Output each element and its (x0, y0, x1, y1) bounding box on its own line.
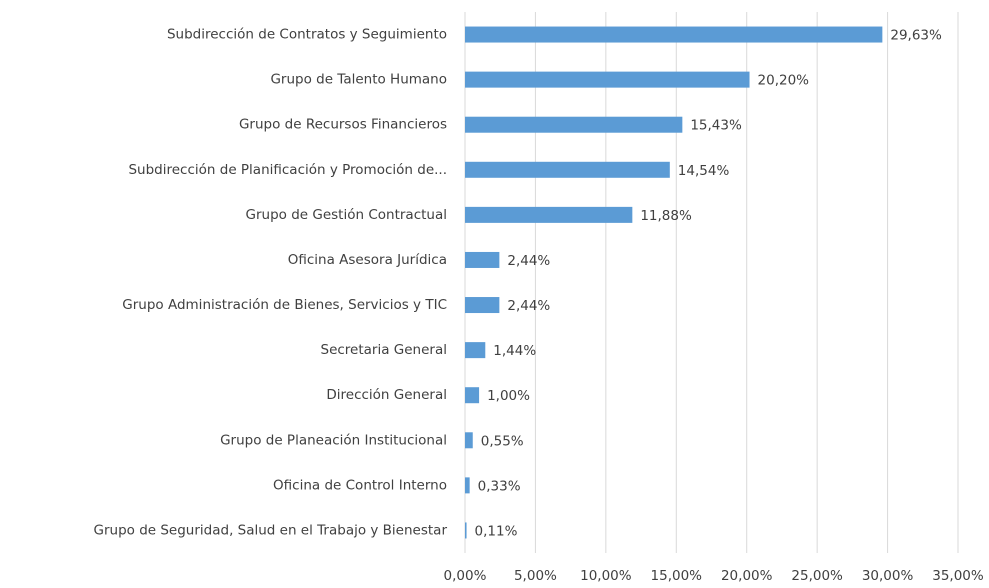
bar (465, 251, 500, 268)
y-tick-label: Grupo de Talento Humano (270, 72, 447, 88)
y-tick-label: Grupo de Gestión Contractual (246, 207, 447, 223)
x-tick-label: 0,00% (444, 568, 487, 584)
bar (465, 116, 683, 133)
x-tick-label: 10,00% (580, 568, 632, 584)
bar (465, 71, 750, 88)
y-tick-label: Dirección General (326, 387, 447, 403)
y-tick-label: Grupo de Seguridad, Salud en el Trabajo … (94, 522, 448, 538)
y-tick-label: Oficina Asesora Jurídica (288, 252, 447, 268)
data-label: 1,00% (487, 388, 530, 404)
bar (465, 387, 480, 404)
y-tick-label: Grupo Administración de Bienes, Servicio… (122, 297, 447, 313)
bar (465, 206, 633, 223)
bar (465, 26, 883, 43)
bar (465, 161, 670, 178)
data-label: 29,63% (890, 28, 942, 44)
bar (465, 297, 500, 314)
bar (465, 477, 470, 494)
y-tick-label: Grupo de Planeación Institucional (220, 432, 447, 448)
data-label: 1,44% (493, 343, 536, 359)
x-tick-label: 20,00% (721, 568, 773, 584)
data-label: 14,54% (678, 163, 730, 179)
data-label: 11,88% (640, 208, 692, 224)
x-tick-label: 5,00% (514, 568, 557, 584)
data-label: 2,44% (507, 298, 550, 314)
y-tick-label: Grupo de Recursos Financieros (239, 117, 447, 133)
data-label: 15,43% (690, 118, 742, 134)
data-label: 20,20% (758, 73, 810, 89)
y-tick-label: Oficina de Control Interno (273, 477, 447, 493)
bar (465, 522, 467, 539)
x-tick-label: 35,00% (932, 568, 984, 584)
y-tick-label: Subdirección de Contratos y Seguimiento (167, 27, 447, 43)
bar (465, 342, 486, 359)
y-tick-label: Secretaria General (321, 342, 448, 358)
data-label: 0,11% (475, 523, 518, 539)
data-label: 2,44% (507, 253, 550, 269)
bar (465, 432, 473, 449)
data-label: 0,33% (478, 478, 521, 494)
y-tick-label: Subdirección de Planificación y Promoció… (128, 162, 447, 178)
x-tick-label: 15,00% (651, 568, 703, 584)
x-tick-label: 30,00% (862, 568, 914, 584)
data-label: 0,55% (481, 433, 524, 449)
x-tick-label: 25,00% (791, 568, 843, 584)
